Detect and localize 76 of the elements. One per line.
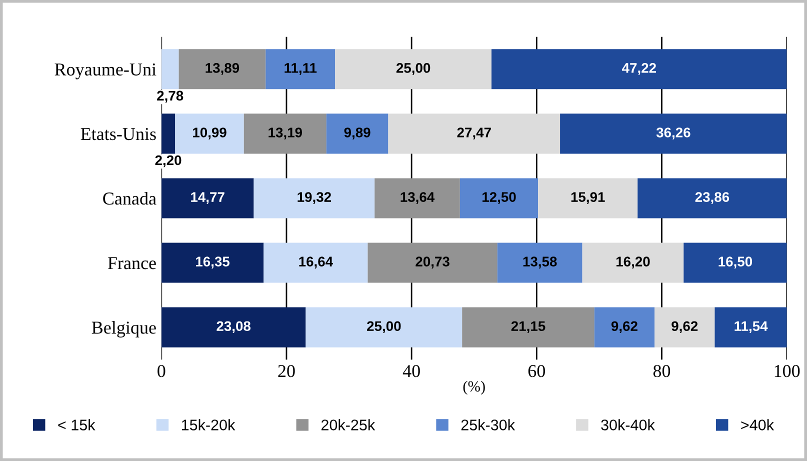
bar (326, 114, 388, 154)
data-label: 15,91 (571, 192, 605, 204)
data-label: 10,99 (193, 128, 226, 140)
data-label: 16,20 (616, 256, 650, 269)
bar (462, 307, 594, 348)
data-label: 16,35 (196, 256, 230, 269)
bar (306, 307, 462, 348)
bar (714, 307, 787, 348)
bar (492, 49, 787, 90)
legend-label: 15k-20k (182, 419, 236, 430)
x-tick-label: 0 (158, 364, 166, 378)
legend-label: 30k-40k (601, 419, 655, 430)
legend-label: < 15k (58, 419, 96, 430)
data-label: 14,77 (191, 192, 224, 204)
bar (538, 178, 638, 218)
data-label: 16,64 (299, 256, 333, 269)
bar (638, 178, 787, 218)
bar (254, 178, 375, 218)
y-tick-label: Belgique (92, 321, 156, 338)
data-label: 9,62 (672, 321, 698, 334)
bar (684, 242, 787, 283)
data-label: 12,50 (482, 192, 516, 204)
bar (368, 242, 498, 283)
data-label: 21,15 (511, 321, 546, 334)
data-label: 13,58 (523, 256, 557, 269)
data-label: 2,78 (157, 90, 184, 103)
data-label: 47,22 (622, 63, 656, 75)
data-label: 25,00 (396, 63, 430, 75)
bar (374, 178, 460, 218)
bar (582, 242, 684, 283)
data-label: 16,50 (718, 256, 752, 269)
data-label: 27,47 (457, 128, 491, 140)
x-tick-label: 80 (653, 364, 670, 378)
x-axis-title: (%) (463, 380, 485, 395)
bar (594, 307, 655, 348)
x-tick-label: 40 (402, 364, 420, 378)
data-label: 2,20 (155, 155, 182, 168)
bar (264, 242, 368, 283)
bar (161, 178, 254, 218)
bar (161, 49, 179, 90)
legend-label: 25k-30k (461, 419, 515, 430)
bar (161, 114, 176, 154)
y-tick-label: Canada (103, 192, 156, 205)
data-label: 23,86 (695, 192, 730, 204)
data-label: 25,00 (367, 321, 401, 334)
data-label: 19,32 (298, 192, 332, 204)
bar (335, 49, 492, 90)
data-label: 13,89 (206, 63, 240, 75)
bar (560, 114, 787, 154)
legend-label: >40k (741, 419, 774, 430)
data-label: 11,11 (284, 63, 317, 75)
x-tick-label: 100 (774, 364, 800, 378)
y-tick-label: Etats-Unis (80, 128, 156, 140)
bar (175, 114, 244, 154)
data-label: 9,89 (344, 128, 370, 140)
bar (244, 114, 326, 154)
y-tick-label: France (108, 257, 156, 270)
data-label: 11,54 (734, 321, 768, 334)
data-label: 13,64 (400, 192, 435, 204)
bar (266, 49, 336, 90)
data-label: 36,26 (656, 128, 690, 140)
bar (178, 49, 266, 90)
bar (161, 307, 306, 348)
data-label: 23,08 (216, 321, 251, 334)
data-label: 9,62 (611, 321, 638, 334)
y-tick-label: Royaume-Uni (54, 63, 156, 80)
legend-label: 20k-25k (321, 419, 376, 430)
bar (388, 114, 560, 154)
x-tick-label: 20 (278, 364, 295, 378)
bar (161, 242, 264, 283)
data-label: 13,19 (268, 128, 302, 140)
bar (497, 242, 582, 283)
bar (654, 307, 715, 348)
data-label: 20,73 (416, 256, 450, 269)
bar (460, 178, 538, 218)
x-tick-label: 60 (528, 364, 545, 378)
